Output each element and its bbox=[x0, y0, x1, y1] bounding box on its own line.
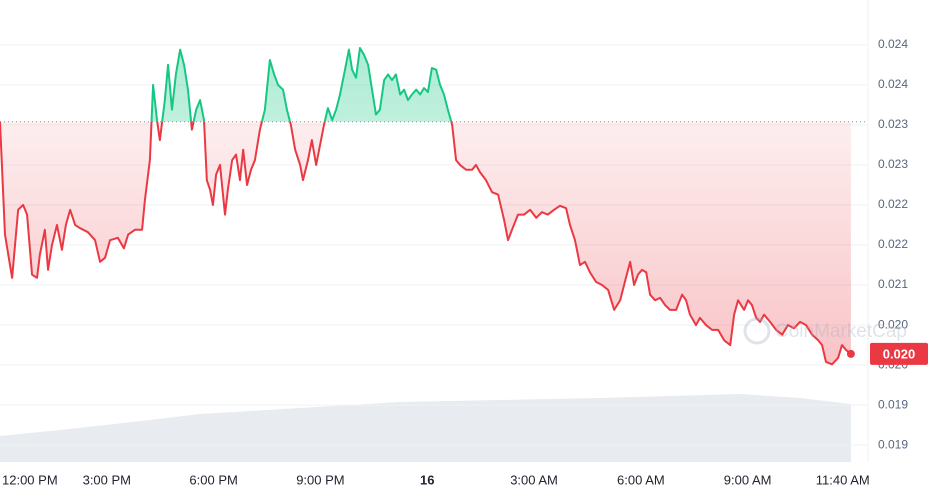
last-point bbox=[846, 349, 855, 358]
watermark-text: CoinMarketCap bbox=[775, 321, 907, 342]
y-tick-label: 0.022 bbox=[878, 237, 908, 251]
x-tick-label: 9:00 PM bbox=[296, 472, 344, 487]
x-tick-label: 16 bbox=[420, 472, 434, 487]
volume-area bbox=[0, 394, 851, 462]
x-tick-label: 9:00 AM bbox=[724, 472, 772, 487]
price-line-down bbox=[0, 121, 852, 366]
y-tick-label: 0.019 bbox=[878, 437, 908, 451]
watermark: CoinMarketCap bbox=[743, 317, 907, 345]
y-tick-label: 0.023 bbox=[878, 117, 908, 131]
y-tick-label: 0.022 bbox=[878, 197, 908, 211]
y-tick-label: 0.020 bbox=[878, 317, 908, 331]
x-tick-label: 11:40 AM bbox=[816, 472, 870, 487]
y-tick-label: 0.024 bbox=[878, 77, 908, 91]
watermark-logo bbox=[743, 317, 771, 345]
y-tick-label: 0.023 bbox=[878, 157, 908, 171]
area-up bbox=[0, 48, 851, 122]
price-line-up bbox=[0, 47, 453, 122]
y-tick-label: 0.019 bbox=[878, 397, 908, 411]
x-tick-label: 3:00 AM bbox=[510, 472, 558, 487]
x-tick-label: 6:00 PM bbox=[189, 472, 237, 487]
area-down bbox=[0, 121, 851, 365]
x-tick-label: 6:00 AM bbox=[617, 472, 665, 487]
price-tag bbox=[870, 342, 928, 365]
y-tick-label: 0.024 bbox=[878, 37, 908, 51]
price-tag-label: 0.020 bbox=[883, 346, 916, 361]
y-tick-label: 0.021 bbox=[878, 277, 908, 291]
x-tick-label: 12:00 PM bbox=[2, 472, 58, 487]
x-tick-label: 3:00 PM bbox=[83, 472, 131, 487]
